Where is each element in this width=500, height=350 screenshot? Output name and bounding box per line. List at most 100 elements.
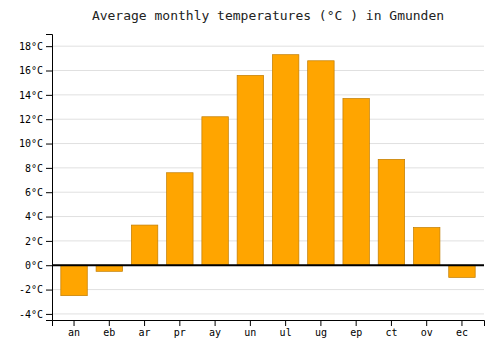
tick: 12°C [19,114,52,125]
title: Average monthly temperatures (°C ) in Gm… [92,8,444,23]
plot: -4°C -2°C 0°C 2°C 4°C 6°C 8°C 10°C 12°C 14°C 16°C 1… [19,35,485,339]
tick: 16°C [19,65,52,76]
tick: 18°C [19,41,52,52]
grid [52,46,484,314]
tick-label: an [68,327,80,338]
bar [343,99,369,266]
bar [167,173,193,265]
bar [202,117,228,265]
bar [449,265,475,277]
tick-mark [285,320,286,326]
tick-label: 16°C [19,65,43,76]
zero-line [52,264,484,266]
tick: 10°C [19,138,52,149]
tick-mark [215,320,216,326]
tick-label: 0°C [25,260,43,271]
tick-mark [144,320,145,326]
tick-label: un [244,327,256,338]
tick-label: 4°C [25,211,43,222]
bar [272,55,298,266]
axis-line [53,321,485,327]
tick-label: ec [456,327,468,338]
tick: ug [315,320,327,338]
grid-line [52,70,484,71]
tick-label: 14°C [19,90,43,101]
tick-mark [74,320,75,326]
tick: 14°C [19,90,52,101]
tick-mark [46,217,52,218]
tick-label: 18°C [19,41,43,52]
tick-mark [391,320,392,326]
tick: ep [350,320,362,338]
tick: ul [280,320,292,338]
tick-label: -2°C [19,284,43,295]
bar [131,225,157,265]
tick-mark [46,144,52,145]
tick-mark [46,71,52,72]
tick-mark [46,241,52,242]
tick: ar [139,320,151,338]
tick-mark [179,320,180,326]
y-axis: -4°C -2°C 0°C 2°C 4°C 6°C 8°C 10°C 12°C 14°C 16°C 1… [19,35,53,321]
grid-line [52,46,484,47]
tick-mark [46,192,52,193]
tick-label: eb [103,327,115,338]
grid-line [52,216,484,217]
tick-label: pr [174,327,186,338]
tick-label: 2°C [25,236,43,247]
grid-line [52,265,484,266]
tick-label: ov [421,327,433,338]
tick: an [68,320,80,338]
tick: -2°C [19,284,52,295]
tick-mark [46,314,52,315]
tick-label: 8°C [25,163,43,174]
grid-line [52,313,484,314]
tick-mark [426,320,427,326]
tick-mark [46,46,52,47]
tick: eb [103,320,115,338]
tick: ec [456,320,468,338]
tick: 4°C [25,211,52,222]
tick-label: 12°C [19,114,43,125]
tick: ov [421,320,433,338]
bars [52,55,484,296]
tick: 0°C [25,260,52,271]
tick-label: 10°C [19,138,43,149]
tick-mark [250,320,251,326]
tick: ay [209,320,221,338]
grid-line [52,143,484,144]
bar [61,265,87,295]
grid-line [52,289,484,290]
tick-mark [320,320,321,326]
tick-label: ug [315,327,327,338]
tick-label: 6°C [25,187,43,198]
tick-label: ul [280,327,292,338]
tick-mark [46,168,52,169]
tick: ct [385,320,397,338]
tick-label: ep [350,327,362,338]
tick: pr [174,320,186,338]
bar [237,75,263,265]
tick-label: -4°C [19,309,43,320]
chart: -4°C -2°C 0°C 2°C 4°C 6°C 8°C 10°C 12°C 14°C 16°C 1… [0,0,500,350]
tick: 6°C [25,187,52,198]
tick-mark [109,320,110,326]
tick-label: ar [139,327,151,338]
grid-line [52,167,484,168]
bar [378,159,404,265]
tick-mark [461,320,462,326]
tick: 2°C [25,236,52,247]
tick: -4°C [19,309,52,320]
tick: 8°C [25,163,52,174]
grid-line [52,94,484,95]
bar [308,61,334,265]
tick-mark [46,265,52,266]
tick-mark [46,119,52,120]
tick-label: ct [385,327,397,338]
tick-mark [356,320,357,326]
grid-line [52,192,484,193]
x-axis: an eb ar pr ay un ul ug ep ct ov ec [53,320,485,338]
tick-label: ay [209,327,221,338]
tick-mark [46,290,52,291]
bar [413,228,439,266]
